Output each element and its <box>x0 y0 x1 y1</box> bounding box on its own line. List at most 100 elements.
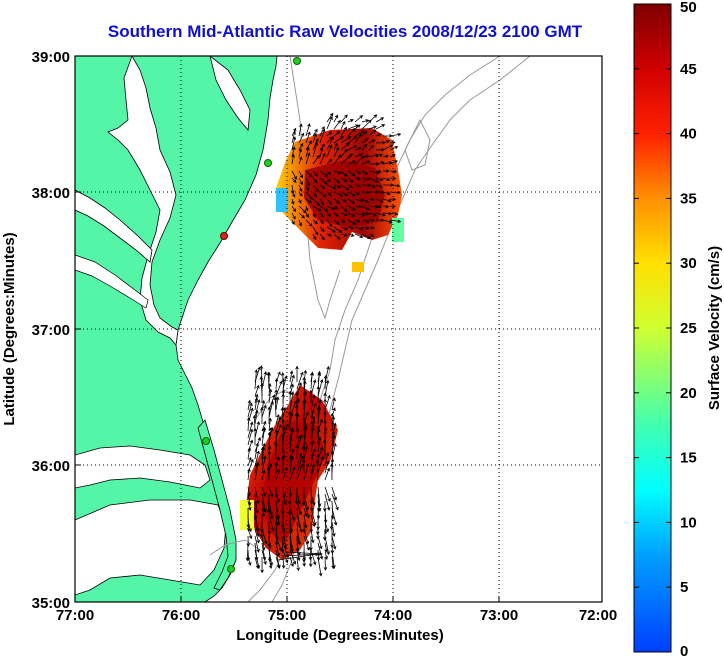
current-vector-arrow <box>354 115 364 123</box>
delaware-bay <box>209 56 251 131</box>
current-vector-arrow <box>317 378 324 397</box>
current-vector-arrow <box>331 434 336 453</box>
velocity-cell <box>352 262 364 272</box>
current-vector-arrow <box>261 446 266 467</box>
current-vector-arrow <box>340 198 347 203</box>
current-vector-arrow <box>326 226 336 233</box>
current-vector-arrow <box>368 197 375 202</box>
current-vector-arrow <box>368 170 381 175</box>
current-vector-arrow <box>347 177 354 183</box>
current-vector-arrow <box>354 153 363 158</box>
current-vector-arrow <box>247 556 252 566</box>
current-vector-arrow <box>298 132 305 144</box>
current-vector-arrow <box>368 139 376 144</box>
current-vector-arrow <box>333 205 339 210</box>
outer-banks <box>197 419 237 591</box>
current-vector-arrow <box>333 177 340 184</box>
current-vector-arrow <box>326 184 337 190</box>
current-vector-arrow <box>333 142 338 151</box>
current-vector-arrow <box>267 406 272 425</box>
current-vector-arrow <box>312 184 320 192</box>
current-vector-arrow <box>354 170 362 174</box>
current-vector-arrow <box>254 442 260 460</box>
current-vector-arrow <box>305 131 311 144</box>
current-vector-arrow <box>326 112 334 123</box>
current-vector-arrow <box>298 148 303 158</box>
current-vector-arrow <box>340 136 352 144</box>
current-vector-arrow <box>298 177 303 186</box>
current-vector-arrow <box>298 198 302 204</box>
current-vector-arrow <box>303 425 308 446</box>
current-vector-arrow <box>247 421 254 439</box>
current-vector-arrow <box>389 169 397 174</box>
current-vector-arrow <box>361 177 370 181</box>
current-vector-arrow <box>354 204 363 209</box>
current-vector-arrow <box>324 542 329 553</box>
current-vector-arrow <box>319 126 325 137</box>
current-vector-arrow <box>368 125 377 130</box>
current-vector-arrow <box>319 147 324 158</box>
y-tick-label: 39:00 <box>32 49 70 66</box>
current-vector-arrow <box>288 390 292 404</box>
current-vector-arrow <box>296 514 303 533</box>
current-vector-arrow <box>347 119 354 123</box>
current-vector-arrow <box>347 198 356 204</box>
current-vector-arrow <box>261 486 267 497</box>
current-vector-arrow <box>361 198 370 203</box>
current-vector-arrow <box>260 382 264 404</box>
current-vector-arrow <box>266 466 271 481</box>
current-vector-arrow <box>296 435 301 446</box>
current-vector-arrow <box>382 154 390 159</box>
colorbar <box>633 3 672 653</box>
current-vector-arrow <box>274 377 279 390</box>
colorbar-tick-label: 35 <box>680 190 697 207</box>
colorbar-tick-label: 45 <box>680 61 697 78</box>
current-vector-arrow <box>319 143 325 151</box>
current-vector-arrow <box>317 556 323 577</box>
current-vector-arrow <box>302 376 307 390</box>
current-vector-arrow <box>291 153 295 165</box>
current-vector-arrow <box>319 152 326 165</box>
current-vector-arrow <box>326 233 333 237</box>
current-vector-arrow <box>347 205 356 211</box>
current-vector-arrow <box>354 176 361 181</box>
current-vector-arrow <box>331 556 335 570</box>
current-vector-arrow <box>305 140 312 151</box>
current-vector-arrow <box>254 384 260 397</box>
current-vector-arrow <box>333 191 344 197</box>
current-vector-arrow <box>331 397 336 411</box>
current-vector-arrow <box>298 123 303 137</box>
current-vector-arrow <box>326 144 333 158</box>
current-vector-arrow <box>254 528 260 544</box>
current-vector-arrow <box>305 205 309 212</box>
current-vector-arrow <box>361 219 370 223</box>
current-vector-arrow <box>375 212 386 217</box>
current-vector-arrow <box>289 466 296 481</box>
velocity-cell <box>392 218 404 242</box>
current-vector-arrow <box>354 212 366 217</box>
x-axis-label: Longitude (Degrees:Minutes) <box>236 627 444 644</box>
current-vector-arrow <box>282 466 288 481</box>
current-vector-arrow <box>312 128 318 137</box>
current-vector-arrow <box>316 453 320 467</box>
current-vector-arrow <box>295 365 299 383</box>
current-vector-arrow <box>291 198 295 205</box>
current-vector-arrow <box>310 408 315 425</box>
current-vector-arrow <box>312 198 320 206</box>
current-vector-arrow <box>295 444 300 460</box>
current-vector-arrow <box>323 556 328 571</box>
current-vector-arrow <box>315 459 320 481</box>
current-vector-arrow <box>382 169 390 173</box>
current-vector-arrow <box>317 406 322 425</box>
y-tick-label: 35:00 <box>32 595 70 612</box>
current-vectors <box>245 112 402 577</box>
current-vector-arrow <box>261 426 267 446</box>
current-vector-arrow <box>254 409 259 425</box>
current-vector-arrow <box>295 428 300 439</box>
map-title: Southern Mid-Atlantic Raw Velocities 200… <box>107 22 583 41</box>
current-vector-arrow <box>324 460 330 474</box>
current-vector-arrow <box>316 507 321 520</box>
current-vector-arrow <box>323 375 328 390</box>
current-vector-arrow <box>389 145 399 151</box>
current-vector-arrow <box>324 521 330 533</box>
